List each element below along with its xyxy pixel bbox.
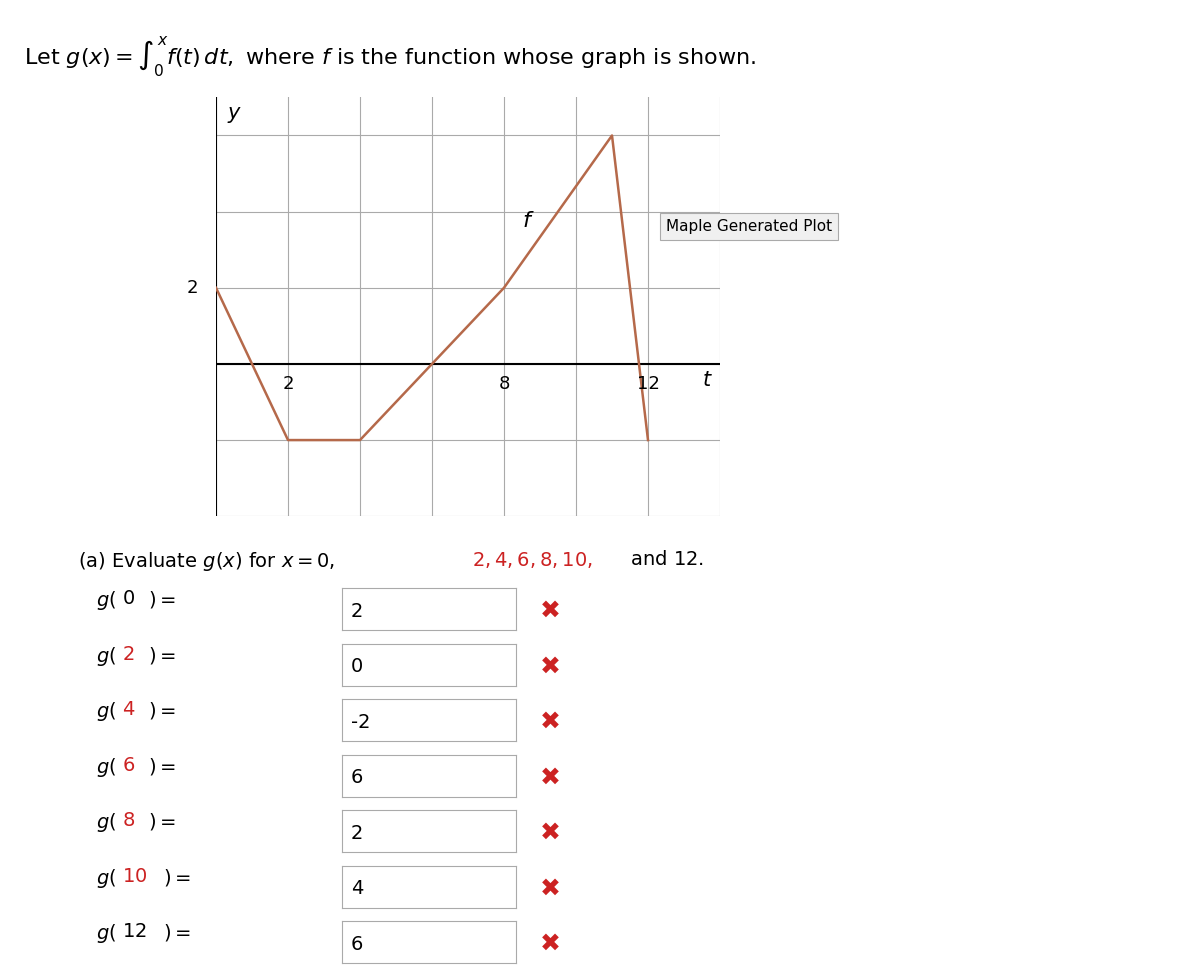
Text: $0$: $0$ bbox=[122, 589, 136, 609]
Text: $) = $: $) = $ bbox=[148, 756, 175, 777]
Text: ✖: ✖ bbox=[540, 821, 562, 845]
Text: $g($: $g($ bbox=[96, 867, 116, 890]
Text: $g($: $g($ bbox=[96, 922, 116, 946]
Text: $) = $: $) = $ bbox=[148, 700, 175, 722]
Text: 4: 4 bbox=[350, 880, 364, 898]
Text: $g($: $g($ bbox=[96, 700, 116, 724]
Text: Maple Generated Plot: Maple Generated Plot bbox=[666, 218, 832, 234]
Text: 8: 8 bbox=[498, 375, 510, 393]
Text: ✖: ✖ bbox=[540, 599, 562, 623]
Text: $4$: $4$ bbox=[122, 700, 136, 720]
Text: $2$: $2$ bbox=[122, 645, 134, 664]
Text: $) = $: $) = $ bbox=[148, 589, 175, 611]
Text: $6$: $6$ bbox=[122, 756, 136, 775]
Text: ✖: ✖ bbox=[540, 655, 562, 679]
Text: $f$: $f$ bbox=[522, 210, 535, 231]
Text: $g($: $g($ bbox=[96, 645, 116, 668]
Text: $) = $: $) = $ bbox=[163, 922, 191, 944]
Text: $t$: $t$ bbox=[702, 370, 713, 390]
Text: $) = $: $) = $ bbox=[148, 811, 175, 833]
Text: 2: 2 bbox=[186, 279, 198, 297]
Text: 2: 2 bbox=[350, 824, 364, 843]
Text: 6: 6 bbox=[350, 768, 364, 787]
Text: $g($: $g($ bbox=[96, 589, 116, 613]
Text: $g($: $g($ bbox=[96, 811, 116, 835]
Text: 0: 0 bbox=[350, 657, 362, 676]
Text: Let $g(x) = \int_0^x f(t)\, dt,$ where $f$ is the function whose graph is shown.: Let $g(x) = \int_0^x f(t)\, dt,$ where $… bbox=[24, 34, 756, 79]
Text: 2: 2 bbox=[350, 602, 364, 620]
Text: ✖: ✖ bbox=[540, 932, 562, 956]
Text: $12$: $12$ bbox=[122, 922, 148, 942]
Text: ✖: ✖ bbox=[540, 710, 562, 734]
Text: 2: 2 bbox=[282, 375, 294, 393]
Text: $2, 4, 6, 8, 10,$: $2, 4, 6, 8, 10,$ bbox=[472, 550, 593, 571]
Text: $g($: $g($ bbox=[96, 756, 116, 779]
Text: ✖: ✖ bbox=[540, 766, 562, 790]
Text: $y$: $y$ bbox=[227, 105, 242, 125]
Text: $) = $: $) = $ bbox=[163, 867, 191, 888]
Text: $8$: $8$ bbox=[122, 811, 136, 831]
Text: -2: -2 bbox=[350, 713, 370, 731]
Text: (a) Evaluate $g(x)$ for $x = 0, $: (a) Evaluate $g(x)$ for $x = 0, $ bbox=[78, 550, 335, 574]
Text: $10$: $10$ bbox=[122, 867, 148, 886]
Text: 12: 12 bbox=[636, 375, 660, 393]
Text: and $12.$: and $12.$ bbox=[624, 550, 704, 570]
Text: $) = $: $) = $ bbox=[148, 645, 175, 666]
Text: 6: 6 bbox=[350, 935, 364, 954]
Text: ✖: ✖ bbox=[540, 877, 562, 901]
